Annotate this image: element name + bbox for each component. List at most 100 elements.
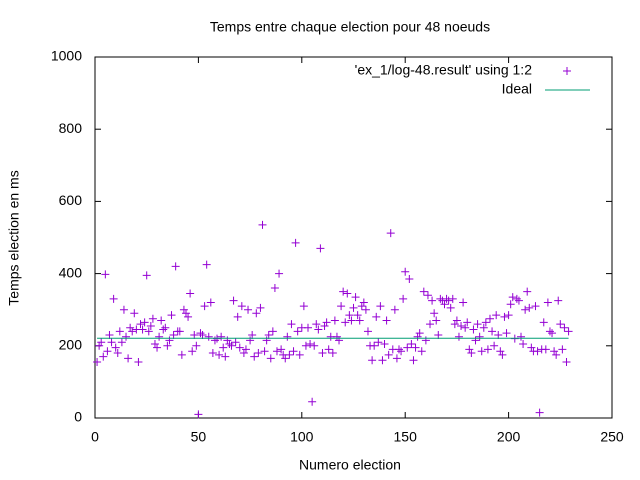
point [275,269,284,278]
point [225,339,234,348]
point [320,321,329,330]
point [208,349,217,358]
y-tick-label: 400 [59,264,83,280]
point [545,327,554,336]
point [223,336,232,345]
point [304,323,313,332]
point [552,350,561,359]
point [353,311,362,320]
point [376,302,385,311]
point [475,332,484,341]
point [359,298,368,307]
point [382,316,391,325]
point [175,327,184,336]
point [384,350,393,359]
point [221,352,230,361]
point [264,330,273,339]
point [531,302,540,311]
point [347,316,356,325]
point [126,323,135,332]
point [483,345,492,354]
point [541,345,550,354]
y-tick-label: 0 [74,409,82,425]
point [469,325,478,334]
point [231,338,240,347]
point [153,343,162,352]
point [440,300,449,309]
point [260,347,269,356]
point [415,329,424,338]
point [308,397,317,406]
point [248,330,257,339]
point [301,341,310,350]
point [111,343,120,352]
point [463,318,472,327]
point [465,345,474,354]
point [229,296,238,305]
point [270,284,279,293]
x-tick-label: 200 [497,429,521,445]
point [277,345,286,354]
point [204,332,213,341]
point [328,349,337,358]
point [159,325,168,334]
point [237,302,246,311]
point [341,318,350,327]
point [330,316,339,325]
point [413,332,422,341]
x-tick-label: 50 [191,429,207,445]
point [351,293,360,302]
point [155,332,164,341]
point [198,330,207,339]
point [390,305,399,314]
point [363,327,372,336]
point [521,305,530,314]
point [310,341,319,350]
point [287,320,296,329]
x-tick-label: 0 [91,429,99,445]
point [461,323,470,332]
point [312,320,321,329]
point [409,356,418,365]
point [446,303,455,312]
point [337,302,346,311]
point [93,358,102,367]
point [97,338,106,347]
point [124,354,133,363]
point [560,323,569,332]
point [386,229,395,238]
point [181,309,190,318]
point [485,314,494,323]
point [372,312,381,321]
point [289,347,298,356]
point [454,332,463,341]
point [548,329,557,338]
point [349,303,358,312]
point [533,347,542,356]
point [355,316,364,325]
point [142,271,151,280]
point [227,341,236,350]
point [508,293,517,302]
point [394,345,403,354]
point [258,220,267,229]
point [562,358,571,367]
point [256,303,265,312]
point [272,347,281,356]
point [239,349,248,358]
point [357,302,366,311]
point [397,347,406,356]
point [392,354,401,363]
point [150,339,159,348]
point [101,270,110,279]
point [186,289,195,298]
point [378,356,387,365]
point [215,350,224,359]
point [202,260,211,269]
y-tick-label: 200 [59,337,83,353]
point [421,336,430,345]
point [527,343,536,352]
point [434,330,443,339]
point [117,338,126,347]
